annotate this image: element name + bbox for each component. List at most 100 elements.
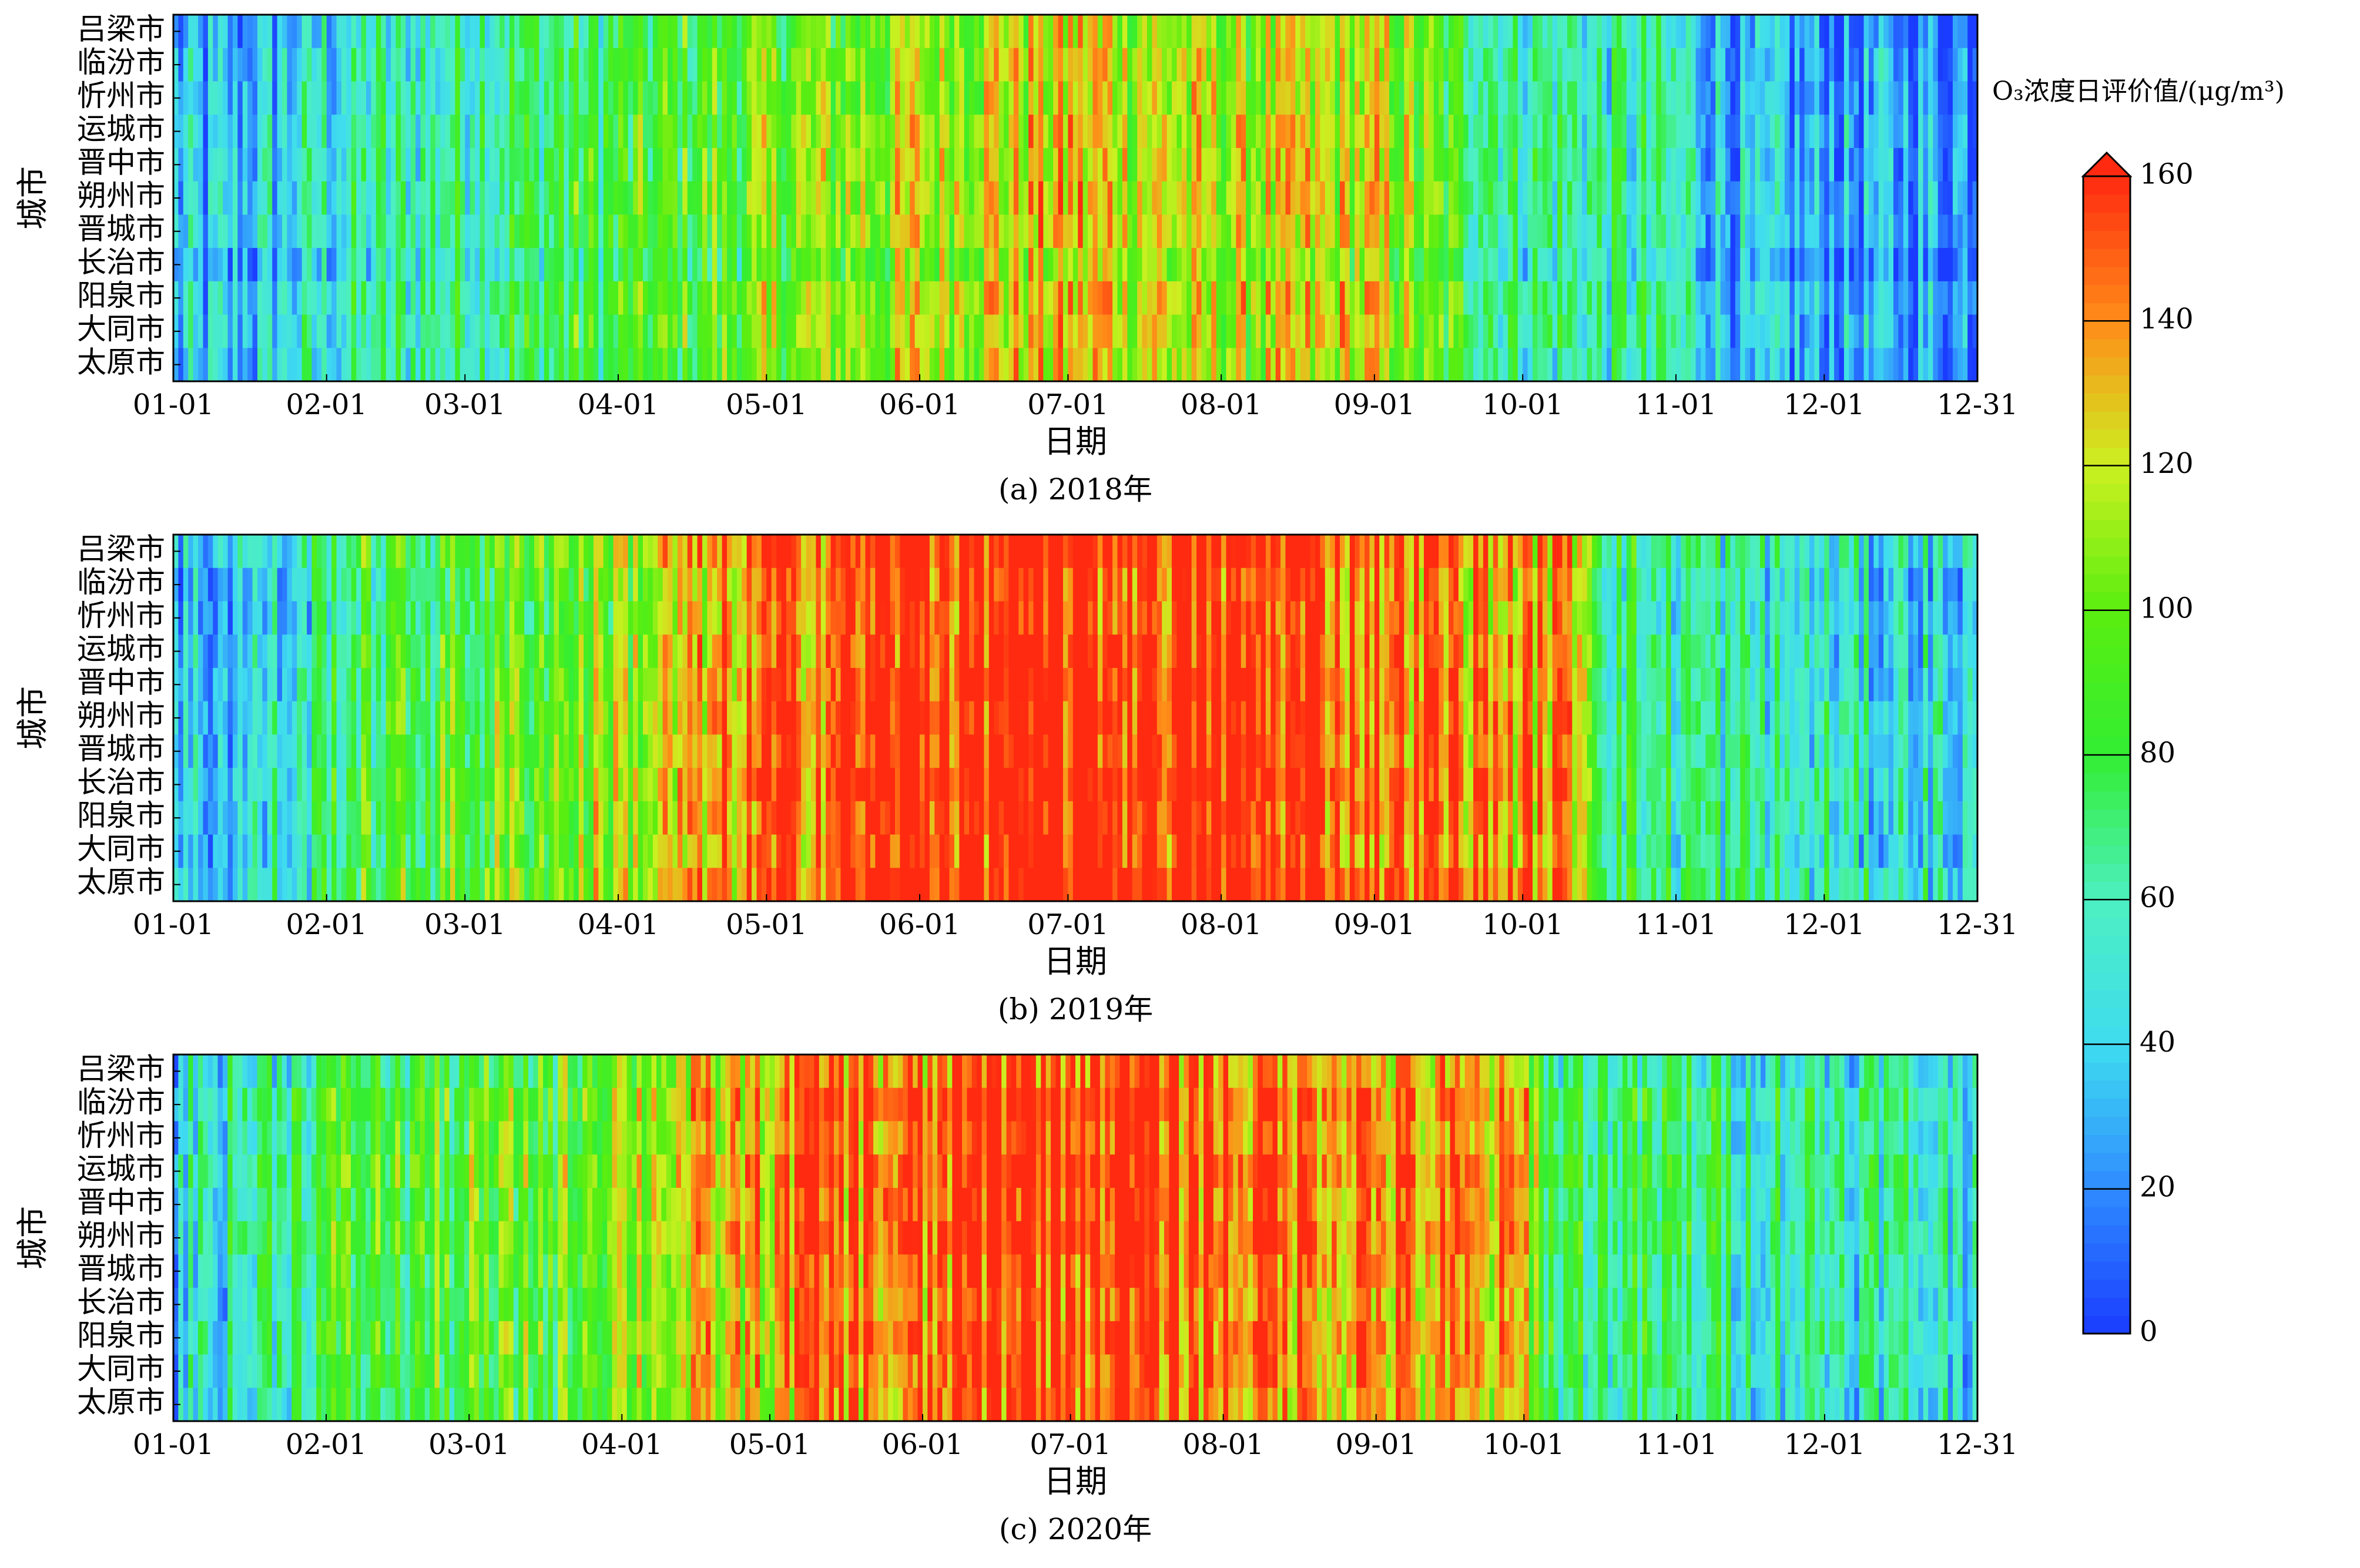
heatmap-cell [1597,48,1603,82]
heatmap-cell [1152,535,1158,569]
heatmap-cell [1577,248,1583,282]
heatmap-cell [366,81,372,115]
heatmap-cell [1409,314,1414,348]
heatmap-cell [1947,147,1953,182]
heatmap-cell [1097,15,1103,49]
heatmap-cell [1092,181,1098,215]
heatmap-cell [1433,48,1439,82]
heatmap-cell [820,348,826,382]
heatmap-cell [1720,348,1726,382]
heatmap-cell [796,181,802,215]
heatmap-cell [524,314,530,348]
heatmap-cell [1542,348,1548,382]
heatmap-cell [385,115,391,149]
heatmap-cell [425,314,431,348]
heatmap-cell [1972,48,1978,82]
heatmap-cell [410,348,416,382]
heatmap-cell [1794,348,1800,382]
heatmap-cell [1156,115,1162,149]
heatmap-cell [356,248,362,282]
heatmap-cell [1295,48,1301,82]
heatmap-cell [1211,248,1217,282]
heatmap-cell [475,248,481,282]
heatmap-cell [1745,181,1751,215]
heatmap-cell [1735,48,1741,82]
heatmap-cell [1913,115,1919,149]
heatmap-cell [1251,535,1256,569]
heatmap-cell [1547,115,1553,149]
heatmap-cell [717,568,723,602]
heatmap-cell [1691,314,1697,348]
heatmap-cell [1122,314,1128,348]
heatmap-cell [1617,81,1622,115]
heatmap-cell [1937,15,1943,49]
heatmap-cell [1937,214,1943,249]
heatmap-cell [1601,568,1607,602]
heatmap-cell [1601,48,1607,82]
heatmap-cell [1166,535,1172,569]
heatmap-cell [1008,568,1014,602]
heatmap-cell [1952,181,1958,215]
heatmap-cell [237,535,243,569]
heatmap-cell [1527,115,1533,149]
heatmap-cell [904,81,910,115]
heatmap-cell [746,214,752,249]
heatmap-cell [217,281,223,315]
heatmap-cell [1898,15,1904,49]
heatmap-cell [1211,535,1217,569]
heatmap-cell [291,181,297,215]
heatmap-cell [603,81,609,115]
heatmap-cell [998,348,1004,382]
heatmap-cell [1117,535,1123,569]
heatmap-cell [727,181,733,215]
heatmap-cell [648,601,653,635]
heatmap-cell [1656,314,1662,348]
heatmap-cell [578,248,584,282]
heatmap-cell [1355,181,1360,215]
heatmap-cell [608,115,614,149]
heatmap-cell [984,348,990,382]
heatmap-cell [1226,248,1232,282]
heatmap-cell [1765,147,1771,182]
heatmap-cell [752,601,757,635]
heatmap-cell [1513,147,1518,182]
heatmap-cell [1671,314,1677,348]
heatmap-cell [1483,535,1489,569]
heatmap-cell [672,314,678,348]
heatmap-cell [1241,568,1246,602]
heatmap-cell [593,181,599,215]
heatmap-cell [910,81,916,115]
heatmap-cell [1691,248,1697,282]
heatmap-cell [1285,181,1291,215]
heatmap-cell [672,15,678,49]
heatmap-cell [1809,81,1815,115]
heatmap-cell [559,281,565,315]
heatmap-cell [1735,281,1741,315]
heatmap-cell [1429,348,1434,382]
heatmap-cell [1710,248,1716,282]
heatmap-cell [1028,314,1034,348]
heatmap-cell [998,314,1004,348]
heatmap-cell [1720,214,1726,249]
heatmap-cell [801,535,807,569]
heatmap-cell [1626,15,1632,49]
heatmap-cell [282,15,288,49]
heatmap-cell [717,248,723,282]
heatmap-cell [554,15,559,49]
heatmap-cell [1285,15,1291,49]
heatmap-cell [1339,15,1345,49]
heatmap-cell [1962,115,1968,149]
heatmap-cell [1843,348,1849,382]
heatmap-cell [746,535,752,569]
heatmap-cell [1221,214,1227,249]
heatmap-cell [554,348,559,382]
heatmap-cell [776,314,782,348]
heatmap-cell [1132,348,1138,382]
heatmap-cell [1122,214,1128,249]
heatmap-cell [776,601,782,635]
heatmap-cell [1028,15,1034,49]
heatmap-cell [998,248,1004,282]
heatmap-cell [593,48,599,82]
heatmap-cell [1572,568,1578,602]
heatmap-cell [1092,147,1098,182]
